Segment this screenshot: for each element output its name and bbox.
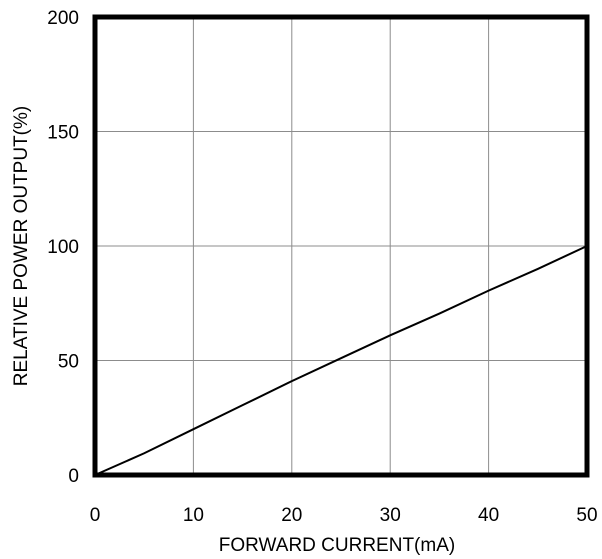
- x-tick-label: 10: [183, 505, 204, 526]
- y-tick-label: 50: [58, 352, 79, 373]
- x-tick-label: 50: [576, 505, 597, 526]
- y-tick-label: 150: [47, 123, 79, 144]
- x-tick-label: 20: [281, 505, 302, 526]
- y-tick-label: 0: [68, 466, 79, 487]
- x-axis-label: FORWARD CURRENT(mA): [219, 535, 455, 556]
- y-tick-labels: 0 50 100 150 200: [47, 8, 79, 487]
- x-tick-label: 0: [90, 505, 101, 526]
- grid: [95, 17, 587, 475]
- y-tick-label: 200: [47, 8, 79, 29]
- x-tick-label: 40: [478, 505, 499, 526]
- x-tick-label: 30: [380, 505, 401, 526]
- x-tick-labels: 0 10 20 30 40 50: [90, 505, 598, 526]
- y-axis-label: RELATIVE POWER OUTPUT(%): [11, 106, 32, 386]
- y-tick-label: 100: [47, 237, 79, 258]
- series-group: [94, 245, 588, 476]
- series-line: [94, 245, 588, 476]
